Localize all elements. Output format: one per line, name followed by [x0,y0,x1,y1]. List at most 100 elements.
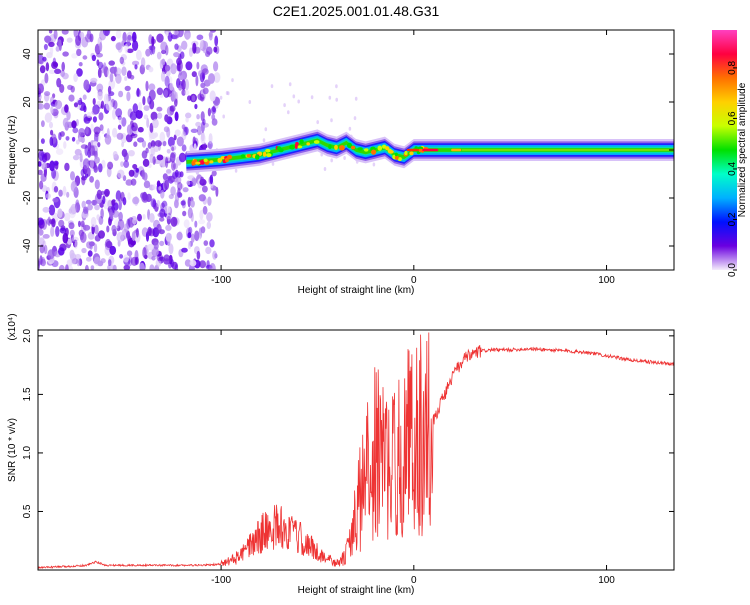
noise-blob [177,60,183,72]
noise-blob [167,136,175,147]
noise-blob [126,91,131,102]
noise-blob [82,158,90,170]
noise-blob [171,160,176,171]
noise-blob [231,78,234,83]
noise-blob [198,219,206,225]
noise-blob [38,83,44,94]
noise-blob [118,90,124,98]
noise-blob [225,91,229,95]
noise-blob [125,133,133,143]
noise-blob [128,150,135,157]
noise-blob [122,175,127,182]
spectrogram-y-ticks: 40 20 0 -20 -40 [22,48,674,253]
spectrogram-panel: -100 0 100 40 20 0 -20 -40 Height of straight … [7,29,675,296]
noise-blob [118,211,123,222]
noise-blob [75,35,82,46]
noise-blob [138,262,145,270]
noise-blob [156,106,163,112]
noise-blob [141,169,146,180]
noise-blob [181,89,186,96]
noise-blob [43,102,51,110]
noise-blob [58,247,65,256]
noise-blob [73,73,78,82]
noise-blob [208,73,215,84]
noise-blob [166,75,173,85]
y-tick-label: 40 [22,48,33,60]
noise-blob [44,35,52,43]
noise-blob [40,173,47,182]
noise-blob [70,203,78,215]
noise-blob [148,131,153,142]
noise-blob [198,70,203,77]
x-tick-label: -100 [211,575,231,586]
noise-blob [137,213,142,222]
noise-blob [62,117,69,128]
noise-blob [206,46,213,55]
noise-blob [328,95,332,100]
noise-blob [51,61,58,69]
noise-blob [147,95,152,105]
y-tick-label: 2.0 [22,328,33,342]
noise-blob [168,243,174,255]
noise-blob [153,241,159,250]
ridge-hotspot [364,148,369,152]
noise-blob [168,194,174,200]
noise-blob [181,247,188,253]
noise-blob [87,204,93,211]
noise-blob [112,264,117,270]
noise-blob [262,138,266,143]
noise-blob [124,223,129,233]
colorbar-tick-label: 0.8 [727,61,738,75]
noise-blob [169,152,176,163]
noise-blob [121,66,127,76]
noise-blob [97,260,104,267]
noise-blob [148,228,155,237]
noise-blob [81,175,86,186]
noise-blob [105,100,113,111]
noise-blob [150,111,158,121]
colorbar-ramp [712,30,737,270]
noise-blob [103,188,110,197]
noise-blob [182,210,187,217]
noise-blob [335,97,339,102]
noise-blob [40,138,45,144]
noise-blob [152,156,156,165]
noise-blob [354,96,358,101]
ridge-hotspot [203,158,208,163]
noise-blob [80,144,88,149]
noise-blob [39,244,45,254]
noise-blob [181,79,186,91]
noise-blob [164,114,169,123]
noise-blob [135,167,139,173]
noise-blob [70,181,78,193]
noise-blob [82,94,87,100]
noise-blob [187,95,192,101]
ridge-hotspot [388,149,394,154]
noise-blob [135,256,140,265]
noise-blob [348,126,352,131]
noise-blob [58,189,63,197]
noise-blob [159,240,165,247]
snr-line-group [38,332,674,570]
noise-blob [196,114,200,120]
noise-blob [174,129,181,137]
noise-blob [78,220,81,228]
noise-blob [65,264,69,270]
noise-blob [174,169,179,178]
noise-blob [208,31,213,38]
noise-blob [57,208,63,218]
noise-blob [118,115,123,124]
noise-blob [115,73,122,84]
spectrogram-y-axis-label: Frequency (Hz) [7,116,18,185]
noise-blob [107,264,114,270]
noise-blob [129,111,137,121]
noise-blob [52,197,59,203]
ridge-hotspot [246,154,251,158]
noise-blob [199,209,204,220]
noise-blob [149,213,155,223]
noise-blob [179,51,185,59]
noise-blob [164,75,170,87]
colorbar-tick-label: 0.2 [727,212,738,226]
ridge-hotspot [294,143,298,149]
